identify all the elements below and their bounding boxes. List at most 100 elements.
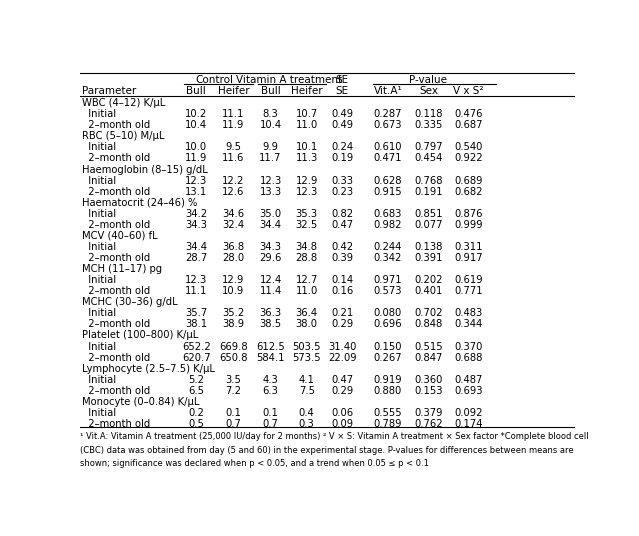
Text: 0.768: 0.768 xyxy=(414,176,443,185)
Text: 0.471: 0.471 xyxy=(374,153,402,163)
Text: 12.3: 12.3 xyxy=(185,275,208,285)
Text: 11.3: 11.3 xyxy=(296,153,318,163)
Text: Initial: Initial xyxy=(82,408,116,418)
Text: 12.3: 12.3 xyxy=(185,176,208,185)
Text: 573.5: 573.5 xyxy=(293,353,321,362)
Text: Initial: Initial xyxy=(82,375,116,385)
Text: 2–month old: 2–month old xyxy=(82,386,151,396)
Text: 0.702: 0.702 xyxy=(414,308,443,318)
Text: 28.8: 28.8 xyxy=(296,253,318,263)
Text: P-value: P-value xyxy=(409,75,447,85)
Text: 34.3: 34.3 xyxy=(185,220,207,230)
Text: 2–month old: 2–month old xyxy=(82,319,151,330)
Text: 0.762: 0.762 xyxy=(414,419,443,429)
Text: 503.5: 503.5 xyxy=(293,341,321,352)
Text: Initial: Initial xyxy=(82,275,116,285)
Text: 0.092: 0.092 xyxy=(454,408,483,418)
Text: 0.191: 0.191 xyxy=(414,187,443,197)
Text: 2–month old: 2–month old xyxy=(82,220,151,230)
Text: 0.287: 0.287 xyxy=(374,109,402,119)
Text: 38.1: 38.1 xyxy=(185,319,207,330)
Text: 3.5: 3.5 xyxy=(226,375,242,385)
Text: 38.9: 38.9 xyxy=(222,319,245,330)
Text: Initial: Initial xyxy=(82,242,116,252)
Text: 29.6: 29.6 xyxy=(259,253,282,263)
Text: 0.573: 0.573 xyxy=(374,286,402,296)
Text: 0.06: 0.06 xyxy=(331,408,353,418)
Text: 12.4: 12.4 xyxy=(259,275,282,285)
Text: 0.619: 0.619 xyxy=(454,275,483,285)
Text: 4.3: 4.3 xyxy=(263,375,279,385)
Text: V x S²: V x S² xyxy=(454,86,484,96)
Text: 652.2: 652.2 xyxy=(182,341,211,352)
Text: 0.077: 0.077 xyxy=(414,220,443,230)
Text: 34.2: 34.2 xyxy=(185,209,207,219)
Text: SE: SE xyxy=(335,86,349,96)
Text: 0.1: 0.1 xyxy=(263,408,279,418)
Text: 10.4: 10.4 xyxy=(259,120,282,130)
Text: 35.0: 35.0 xyxy=(259,209,282,219)
Text: Initial: Initial xyxy=(82,176,116,185)
Text: MCHC (30–36) g/dL: MCHC (30–36) g/dL xyxy=(82,297,178,307)
Text: 12.2: 12.2 xyxy=(222,176,245,185)
Text: 0.29: 0.29 xyxy=(331,319,353,330)
Text: 34.4: 34.4 xyxy=(259,220,282,230)
Text: 0.4: 0.4 xyxy=(299,408,314,418)
Text: 36.4: 36.4 xyxy=(296,308,318,318)
Text: 0.673: 0.673 xyxy=(374,120,402,130)
Text: 0.150: 0.150 xyxy=(374,341,402,352)
Text: 584.1: 584.1 xyxy=(256,353,285,362)
Text: 0.917: 0.917 xyxy=(454,253,483,263)
Text: 0.138: 0.138 xyxy=(414,242,443,252)
Text: 2–month old: 2–month old xyxy=(82,153,151,163)
Text: 2–month old: 2–month old xyxy=(82,286,151,296)
Text: 11.1: 11.1 xyxy=(222,109,245,119)
Text: 0.39: 0.39 xyxy=(331,253,353,263)
Text: 0.42: 0.42 xyxy=(331,242,353,252)
Text: 2–month old: 2–month old xyxy=(82,187,151,197)
Text: 0.29: 0.29 xyxy=(331,386,353,396)
Text: ¹ Vit.A: Vitamin A treatment (25,000 IU/day for 2 months) ² V × S: Vitamin A tre: ¹ Vit.A: Vitamin A treatment (25,000 IU/… xyxy=(80,432,589,441)
Text: 0.515: 0.515 xyxy=(414,341,443,352)
Text: WBC (4–12) K/μL: WBC (4–12) K/μL xyxy=(82,98,166,108)
Text: 0.688: 0.688 xyxy=(454,353,483,362)
Text: 0.153: 0.153 xyxy=(414,386,443,396)
Text: 0.360: 0.360 xyxy=(414,375,443,385)
Text: Vitamin A treatment: Vitamin A treatment xyxy=(236,75,342,85)
Text: Platelet (100–800) K/μL: Platelet (100–800) K/μL xyxy=(82,330,199,340)
Text: 11.1: 11.1 xyxy=(185,286,208,296)
Text: 12.7: 12.7 xyxy=(295,275,318,285)
Text: Sex: Sex xyxy=(419,86,438,96)
Text: Heifer: Heifer xyxy=(218,86,249,96)
Text: shown; significance was declared when p < 0.05, and a trend when 0.05 ≤ p < 0.1: shown; significance was declared when p … xyxy=(80,459,429,468)
Text: 0.915: 0.915 xyxy=(374,187,402,197)
Text: 9.5: 9.5 xyxy=(226,143,242,152)
Text: 0.080: 0.080 xyxy=(374,308,402,318)
Text: Initial: Initial xyxy=(82,308,116,318)
Text: 0.771: 0.771 xyxy=(454,286,483,296)
Text: 0.487: 0.487 xyxy=(454,375,483,385)
Text: 0.876: 0.876 xyxy=(454,209,483,219)
Text: 7.2: 7.2 xyxy=(226,386,242,396)
Text: 13.3: 13.3 xyxy=(259,187,282,197)
Text: MCH (11–17) pg: MCH (11–17) pg xyxy=(82,264,162,274)
Text: 0.454: 0.454 xyxy=(414,153,443,163)
Text: 11.7: 11.7 xyxy=(259,153,282,163)
Text: 0.401: 0.401 xyxy=(414,286,443,296)
Text: 0.5: 0.5 xyxy=(189,419,204,429)
Text: 0.919: 0.919 xyxy=(374,375,402,385)
Text: Bull: Bull xyxy=(187,86,206,96)
Text: 5.2: 5.2 xyxy=(189,375,204,385)
Text: 0.19: 0.19 xyxy=(331,153,353,163)
Text: 38.0: 38.0 xyxy=(296,319,318,330)
Text: 2–month old: 2–month old xyxy=(82,120,151,130)
Text: Initial: Initial xyxy=(82,143,116,152)
Text: 0.971: 0.971 xyxy=(374,275,402,285)
Text: 0.880: 0.880 xyxy=(374,386,402,396)
Text: 0.47: 0.47 xyxy=(331,220,353,230)
Text: 0.682: 0.682 xyxy=(454,187,483,197)
Text: 0.244: 0.244 xyxy=(374,242,402,252)
Text: 32.4: 32.4 xyxy=(222,220,245,230)
Text: 0.344: 0.344 xyxy=(454,319,482,330)
Text: 0.24: 0.24 xyxy=(331,143,353,152)
